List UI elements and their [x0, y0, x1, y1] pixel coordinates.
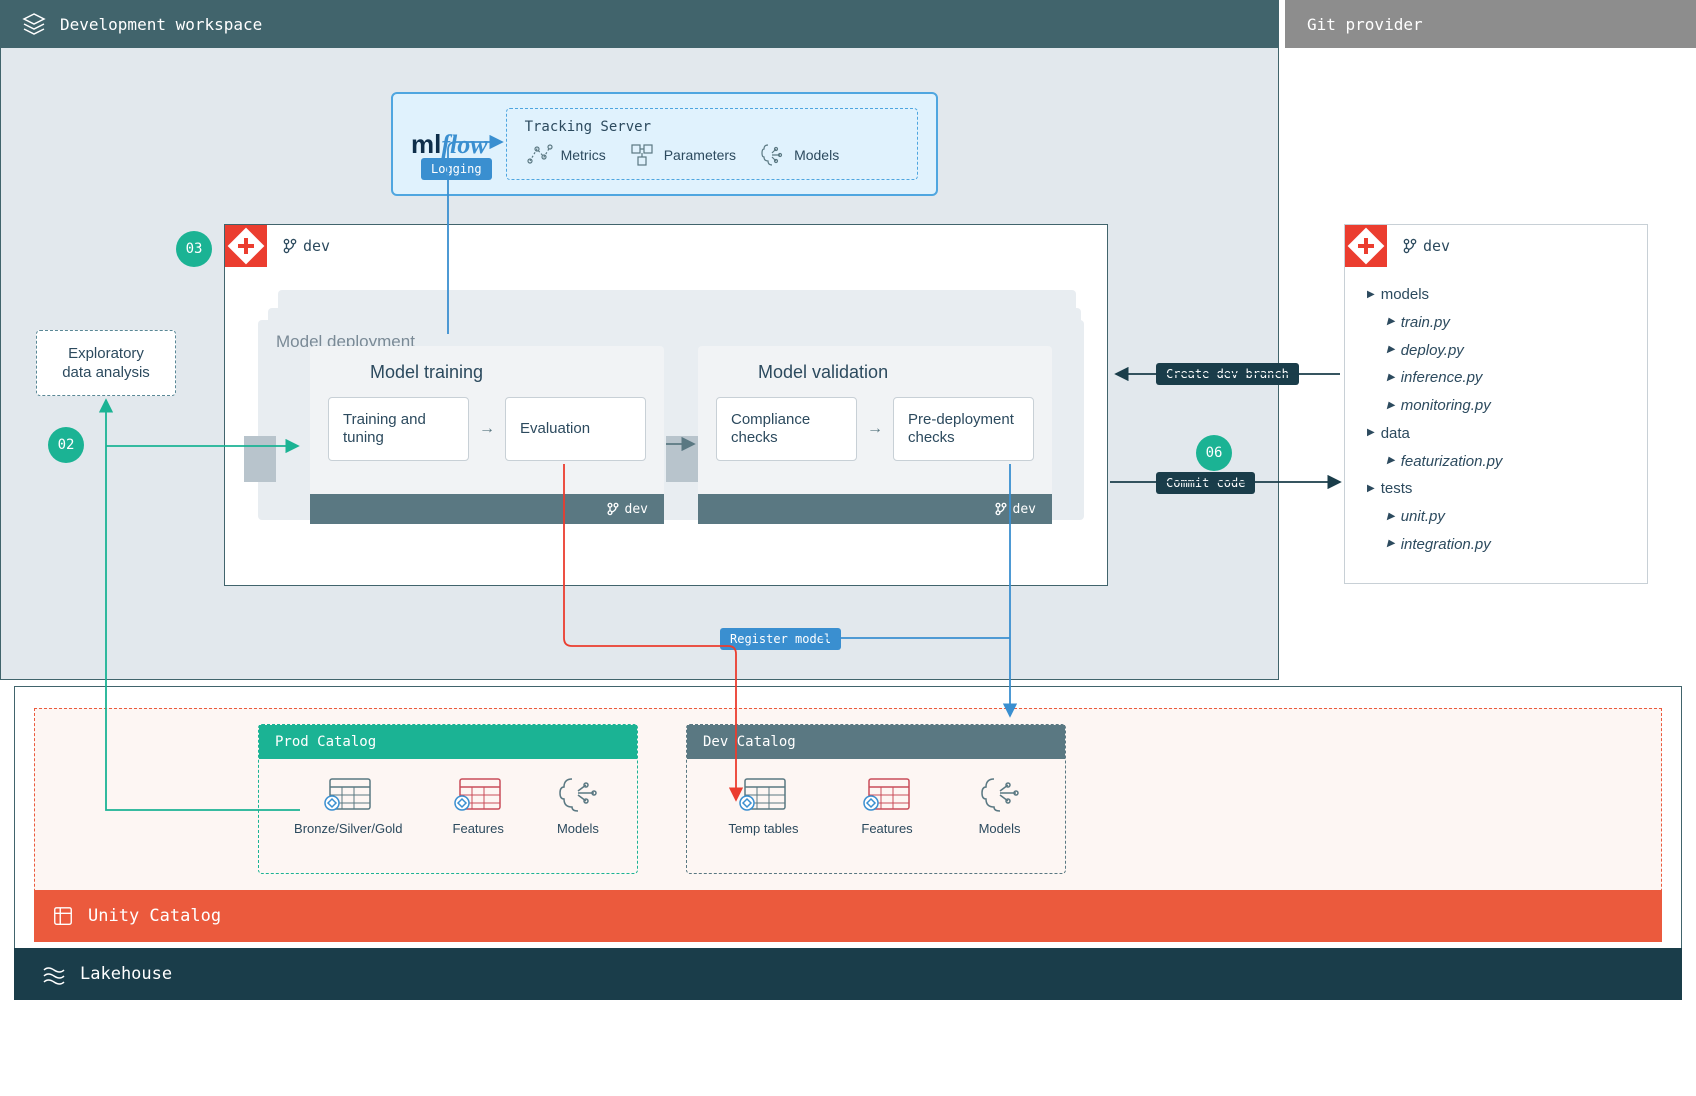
branch-label: dev	[283, 237, 330, 255]
tracking-server: Tracking Server Metrics Parameters Model…	[506, 108, 918, 180]
step-02: 02	[48, 427, 84, 463]
git-branch-label: dev	[1403, 237, 1450, 255]
register-badge: Register model	[720, 628, 841, 650]
catalog-item: Bronze/Silver/Gold	[294, 773, 402, 836]
mlflow-box: mlflow Tracking Server Metrics Parameter…	[391, 92, 938, 196]
dev-workspace-title: Development workspace	[60, 15, 262, 34]
table-icon	[863, 773, 911, 813]
tree-folder: ▶ tests	[1367, 475, 1625, 503]
brain-icon	[976, 773, 1024, 813]
branch-icon	[607, 502, 619, 516]
dev-workspace-header: Development workspace	[0, 0, 1279, 48]
dev-panel-header: dev	[225, 225, 1107, 267]
validation-footer: dev	[698, 494, 1052, 524]
catalog-item: Models	[554, 773, 602, 836]
mlflow-logo: mlflow	[411, 129, 488, 160]
branch-icon	[1403, 238, 1417, 254]
eda-box: Exploratory data analysis	[36, 330, 176, 396]
validation-box-1: Compliance checks	[716, 397, 857, 461]
lakehouse-bar: Lakehouse	[14, 948, 1682, 1000]
validation-box-2: Pre-deployment checks	[893, 397, 1034, 461]
arrow-icon: →	[867, 397, 883, 461]
git-provider-panel: dev ▶ models▶ train.py▶ deploy.py▶ infer…	[1344, 224, 1648, 584]
training-title: Model training	[370, 362, 646, 383]
file-tree: ▶ models▶ train.py▶ deploy.py▶ inference…	[1345, 267, 1647, 573]
tree-file: ▶ inference.py	[1367, 364, 1625, 392]
arrow-icon: →	[479, 397, 495, 461]
prod-catalog: Prod Catalog Bronze/Silver/Gold Features M…	[258, 724, 638, 874]
tree-file: ▶ featurization.py	[1367, 448, 1625, 476]
tree-file: ▶ integration.py	[1367, 531, 1625, 559]
ts-parameters: Parameters	[628, 141, 736, 169]
branch-icon	[995, 502, 1007, 516]
unity-catalog-bar: Unity Catalog	[34, 890, 1662, 942]
catalog-item: Temp tables	[728, 773, 798, 836]
dev-catalog: Dev Catalog Temp tables Features Models	[686, 724, 1066, 874]
tree-folder: ▶ data	[1367, 420, 1625, 448]
tree-file: ▶ deploy.py	[1367, 337, 1625, 365]
tree-file: ▶ monitoring.py	[1367, 392, 1625, 420]
tree-folder: ▶ models	[1367, 281, 1625, 309]
git-icon	[1345, 225, 1387, 267]
ts-metrics: Metrics	[525, 141, 606, 169]
ts-models: Models	[758, 141, 839, 169]
commit-code-badge: Commit code	[1156, 472, 1255, 494]
prod-catalog-header: Prod Catalog	[259, 725, 637, 759]
git-provider-title: Git provider	[1307, 15, 1423, 34]
lakehouse-icon	[42, 962, 66, 986]
table-icon	[454, 773, 502, 813]
metrics-icon	[525, 141, 553, 169]
training-box-2: Evaluation	[505, 397, 646, 461]
dev-catalog-header: Dev Catalog	[687, 725, 1065, 759]
validation-title: Model validation	[758, 362, 1034, 383]
catalog-item: Models	[976, 773, 1024, 836]
table-icon	[324, 773, 372, 813]
validation-panel: Model validation Compliance checks → Pre…	[698, 346, 1052, 524]
create-branch-badge: Create dev branch	[1156, 363, 1299, 385]
catalog-item: Features	[453, 773, 504, 836]
git-icon	[225, 225, 267, 267]
models-icon	[758, 141, 786, 169]
table-icon	[739, 773, 787, 813]
training-box-1: Training and tuning	[328, 397, 469, 461]
logging-badge: Logging	[421, 158, 492, 180]
layers-icon	[22, 12, 46, 36]
git-panel-header: dev	[1345, 225, 1647, 267]
parameters-icon	[628, 141, 656, 169]
step-03: 03	[176, 231, 212, 267]
step-06: 06	[1196, 435, 1232, 471]
tree-file: ▶ unit.py	[1367, 503, 1625, 531]
tree-file: ▶ train.py	[1367, 309, 1625, 337]
catalog-icon	[52, 905, 74, 927]
brain-icon	[554, 773, 602, 813]
training-footer: dev	[310, 494, 664, 524]
catalog-item: Features	[861, 773, 912, 836]
tracking-server-title: Tracking Server	[525, 119, 840, 135]
training-panel: Model training Training and tuning → Eva…	[310, 346, 664, 524]
branch-icon	[283, 238, 297, 254]
git-provider-header: Git provider	[1285, 0, 1696, 48]
